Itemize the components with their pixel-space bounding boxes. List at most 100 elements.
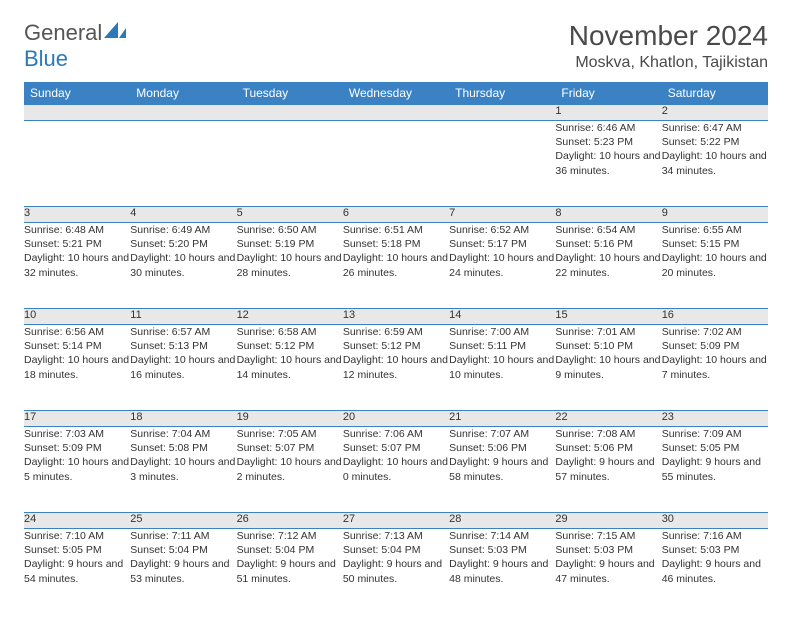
daylight-text: Daylight: 9 hours and 53 minutes. (130, 557, 236, 585)
day-cell: Sunrise: 7:01 AMSunset: 5:10 PMDaylight:… (555, 325, 661, 411)
sunrise-text: Sunrise: 7:02 AM (662, 325, 768, 339)
day-cell (130, 121, 236, 207)
day-number-cell: 11 (130, 309, 236, 325)
day-cell: Sunrise: 7:14 AMSunset: 5:03 PMDaylight:… (449, 529, 555, 615)
sunset-text: Sunset: 5:15 PM (662, 237, 768, 251)
day-number-cell: 16 (662, 309, 768, 325)
day-cell: Sunrise: 7:10 AMSunset: 5:05 PMDaylight:… (24, 529, 130, 615)
day-cell: Sunrise: 6:52 AMSunset: 5:17 PMDaylight:… (449, 223, 555, 309)
sunrise-text: Sunrise: 7:04 AM (130, 427, 236, 441)
day-cell: Sunrise: 6:46 AMSunset: 5:23 PMDaylight:… (555, 121, 661, 207)
sunrise-text: Sunrise: 7:01 AM (555, 325, 661, 339)
sunrise-text: Sunrise: 6:52 AM (449, 223, 555, 237)
sunrise-text: Sunrise: 7:09 AM (662, 427, 768, 441)
day-cell: Sunrise: 6:59 AMSunset: 5:12 PMDaylight:… (343, 325, 449, 411)
day-cell: Sunrise: 6:50 AMSunset: 5:19 PMDaylight:… (237, 223, 343, 309)
day-number-cell (130, 105, 236, 121)
day-cell: Sunrise: 6:54 AMSunset: 5:16 PMDaylight:… (555, 223, 661, 309)
sunset-text: Sunset: 5:09 PM (662, 339, 768, 353)
sunset-text: Sunset: 5:04 PM (130, 543, 236, 557)
sunset-text: Sunset: 5:22 PM (662, 135, 768, 149)
day-cell: Sunrise: 7:04 AMSunset: 5:08 PMDaylight:… (130, 427, 236, 513)
day-number-row: 24252627282930 (24, 513, 768, 529)
day-number-cell: 8 (555, 207, 661, 223)
day-cell: Sunrise: 6:48 AMSunset: 5:21 PMDaylight:… (24, 223, 130, 309)
day-number-cell: 18 (130, 411, 236, 427)
day-number-cell: 9 (662, 207, 768, 223)
daylight-text: Daylight: 10 hours and 3 minutes. (130, 455, 236, 483)
day-number-cell: 10 (24, 309, 130, 325)
day-number-cell: 6 (343, 207, 449, 223)
day-number-cell: 4 (130, 207, 236, 223)
sunrise-text: Sunrise: 7:15 AM (555, 529, 661, 543)
dow-saturday: Saturday (662, 82, 768, 105)
day-number-cell: 7 (449, 207, 555, 223)
daylight-text: Daylight: 10 hours and 9 minutes. (555, 353, 661, 381)
daylight-text: Daylight: 10 hours and 28 minutes. (237, 251, 343, 279)
day-number-cell: 17 (24, 411, 130, 427)
day-cell: Sunrise: 7:12 AMSunset: 5:04 PMDaylight:… (237, 529, 343, 615)
daylight-text: Daylight: 10 hours and 18 minutes. (24, 353, 130, 381)
day-number-cell: 26 (237, 513, 343, 529)
day-cell: Sunrise: 7:08 AMSunset: 5:06 PMDaylight:… (555, 427, 661, 513)
day-cell: Sunrise: 7:13 AMSunset: 5:04 PMDaylight:… (343, 529, 449, 615)
sunrise-text: Sunrise: 7:11 AM (130, 529, 236, 543)
sunrise-text: Sunrise: 6:49 AM (130, 223, 236, 237)
dow-thursday: Thursday (449, 82, 555, 105)
day-number-cell: 28 (449, 513, 555, 529)
sunset-text: Sunset: 5:05 PM (662, 441, 768, 455)
day-cell: Sunrise: 6:56 AMSunset: 5:14 PMDaylight:… (24, 325, 130, 411)
day-number-cell: 22 (555, 411, 661, 427)
day-number-cell: 1 (555, 105, 661, 121)
daylight-text: Daylight: 10 hours and 36 minutes. (555, 149, 661, 177)
day-cell: Sunrise: 7:07 AMSunset: 5:06 PMDaylight:… (449, 427, 555, 513)
day-number-cell (343, 105, 449, 121)
sunrise-text: Sunrise: 6:57 AM (130, 325, 236, 339)
day-data-row: Sunrise: 6:48 AMSunset: 5:21 PMDaylight:… (24, 223, 768, 309)
day-cell: Sunrise: 6:51 AMSunset: 5:18 PMDaylight:… (343, 223, 449, 309)
day-number-cell (24, 105, 130, 121)
day-number-cell: 12 (237, 309, 343, 325)
daylight-text: Daylight: 9 hours and 57 minutes. (555, 455, 661, 483)
daylight-text: Daylight: 10 hours and 12 minutes. (343, 353, 449, 381)
day-cell: Sunrise: 7:00 AMSunset: 5:11 PMDaylight:… (449, 325, 555, 411)
day-number-cell: 24 (24, 513, 130, 529)
day-cell: Sunrise: 7:02 AMSunset: 5:09 PMDaylight:… (662, 325, 768, 411)
dow-friday: Friday (555, 82, 661, 105)
daylight-text: Daylight: 10 hours and 34 minutes. (662, 149, 768, 177)
daylight-text: Daylight: 10 hours and 7 minutes. (662, 353, 768, 381)
sunset-text: Sunset: 5:17 PM (449, 237, 555, 251)
calendar-table: Sunday Monday Tuesday Wednesday Thursday… (24, 82, 768, 615)
calendar-header-row: Sunday Monday Tuesday Wednesday Thursday… (24, 82, 768, 105)
title-block: November 2024 Moskva, Khatlon, Tajikista… (569, 20, 768, 72)
day-data-row: Sunrise: 7:03 AMSunset: 5:09 PMDaylight:… (24, 427, 768, 513)
day-number-row: 3456789 (24, 207, 768, 223)
sunset-text: Sunset: 5:07 PM (237, 441, 343, 455)
sunset-text: Sunset: 5:10 PM (555, 339, 661, 353)
day-data-row: Sunrise: 6:56 AMSunset: 5:14 PMDaylight:… (24, 325, 768, 411)
location-label: Moskva, Khatlon, Tajikistan (569, 54, 768, 72)
dow-monday: Monday (130, 82, 236, 105)
sunset-text: Sunset: 5:11 PM (449, 339, 555, 353)
day-number-cell: 23 (662, 411, 768, 427)
day-number-cell: 29 (555, 513, 661, 529)
day-number-cell: 3 (24, 207, 130, 223)
day-number-row: 10111213141516 (24, 309, 768, 325)
sunrise-text: Sunrise: 6:55 AM (662, 223, 768, 237)
sunrise-text: Sunrise: 7:10 AM (24, 529, 130, 543)
sunset-text: Sunset: 5:19 PM (237, 237, 343, 251)
day-data-row: Sunrise: 6:46 AMSunset: 5:23 PMDaylight:… (24, 121, 768, 207)
daylight-text: Daylight: 10 hours and 5 minutes. (24, 455, 130, 483)
sunrise-text: Sunrise: 7:05 AM (237, 427, 343, 441)
sunset-text: Sunset: 5:03 PM (555, 543, 661, 557)
day-data-row: Sunrise: 7:10 AMSunset: 5:05 PMDaylight:… (24, 529, 768, 615)
day-cell (24, 121, 130, 207)
sunrise-text: Sunrise: 6:48 AM (24, 223, 130, 237)
daylight-text: Daylight: 10 hours and 20 minutes. (662, 251, 768, 279)
sunrise-text: Sunrise: 6:47 AM (662, 121, 768, 135)
daylight-text: Daylight: 10 hours and 26 minutes. (343, 251, 449, 279)
sunset-text: Sunset: 5:07 PM (343, 441, 449, 455)
day-cell: Sunrise: 6:55 AMSunset: 5:15 PMDaylight:… (662, 223, 768, 309)
month-title: November 2024 (569, 20, 768, 52)
sunset-text: Sunset: 5:16 PM (555, 237, 661, 251)
